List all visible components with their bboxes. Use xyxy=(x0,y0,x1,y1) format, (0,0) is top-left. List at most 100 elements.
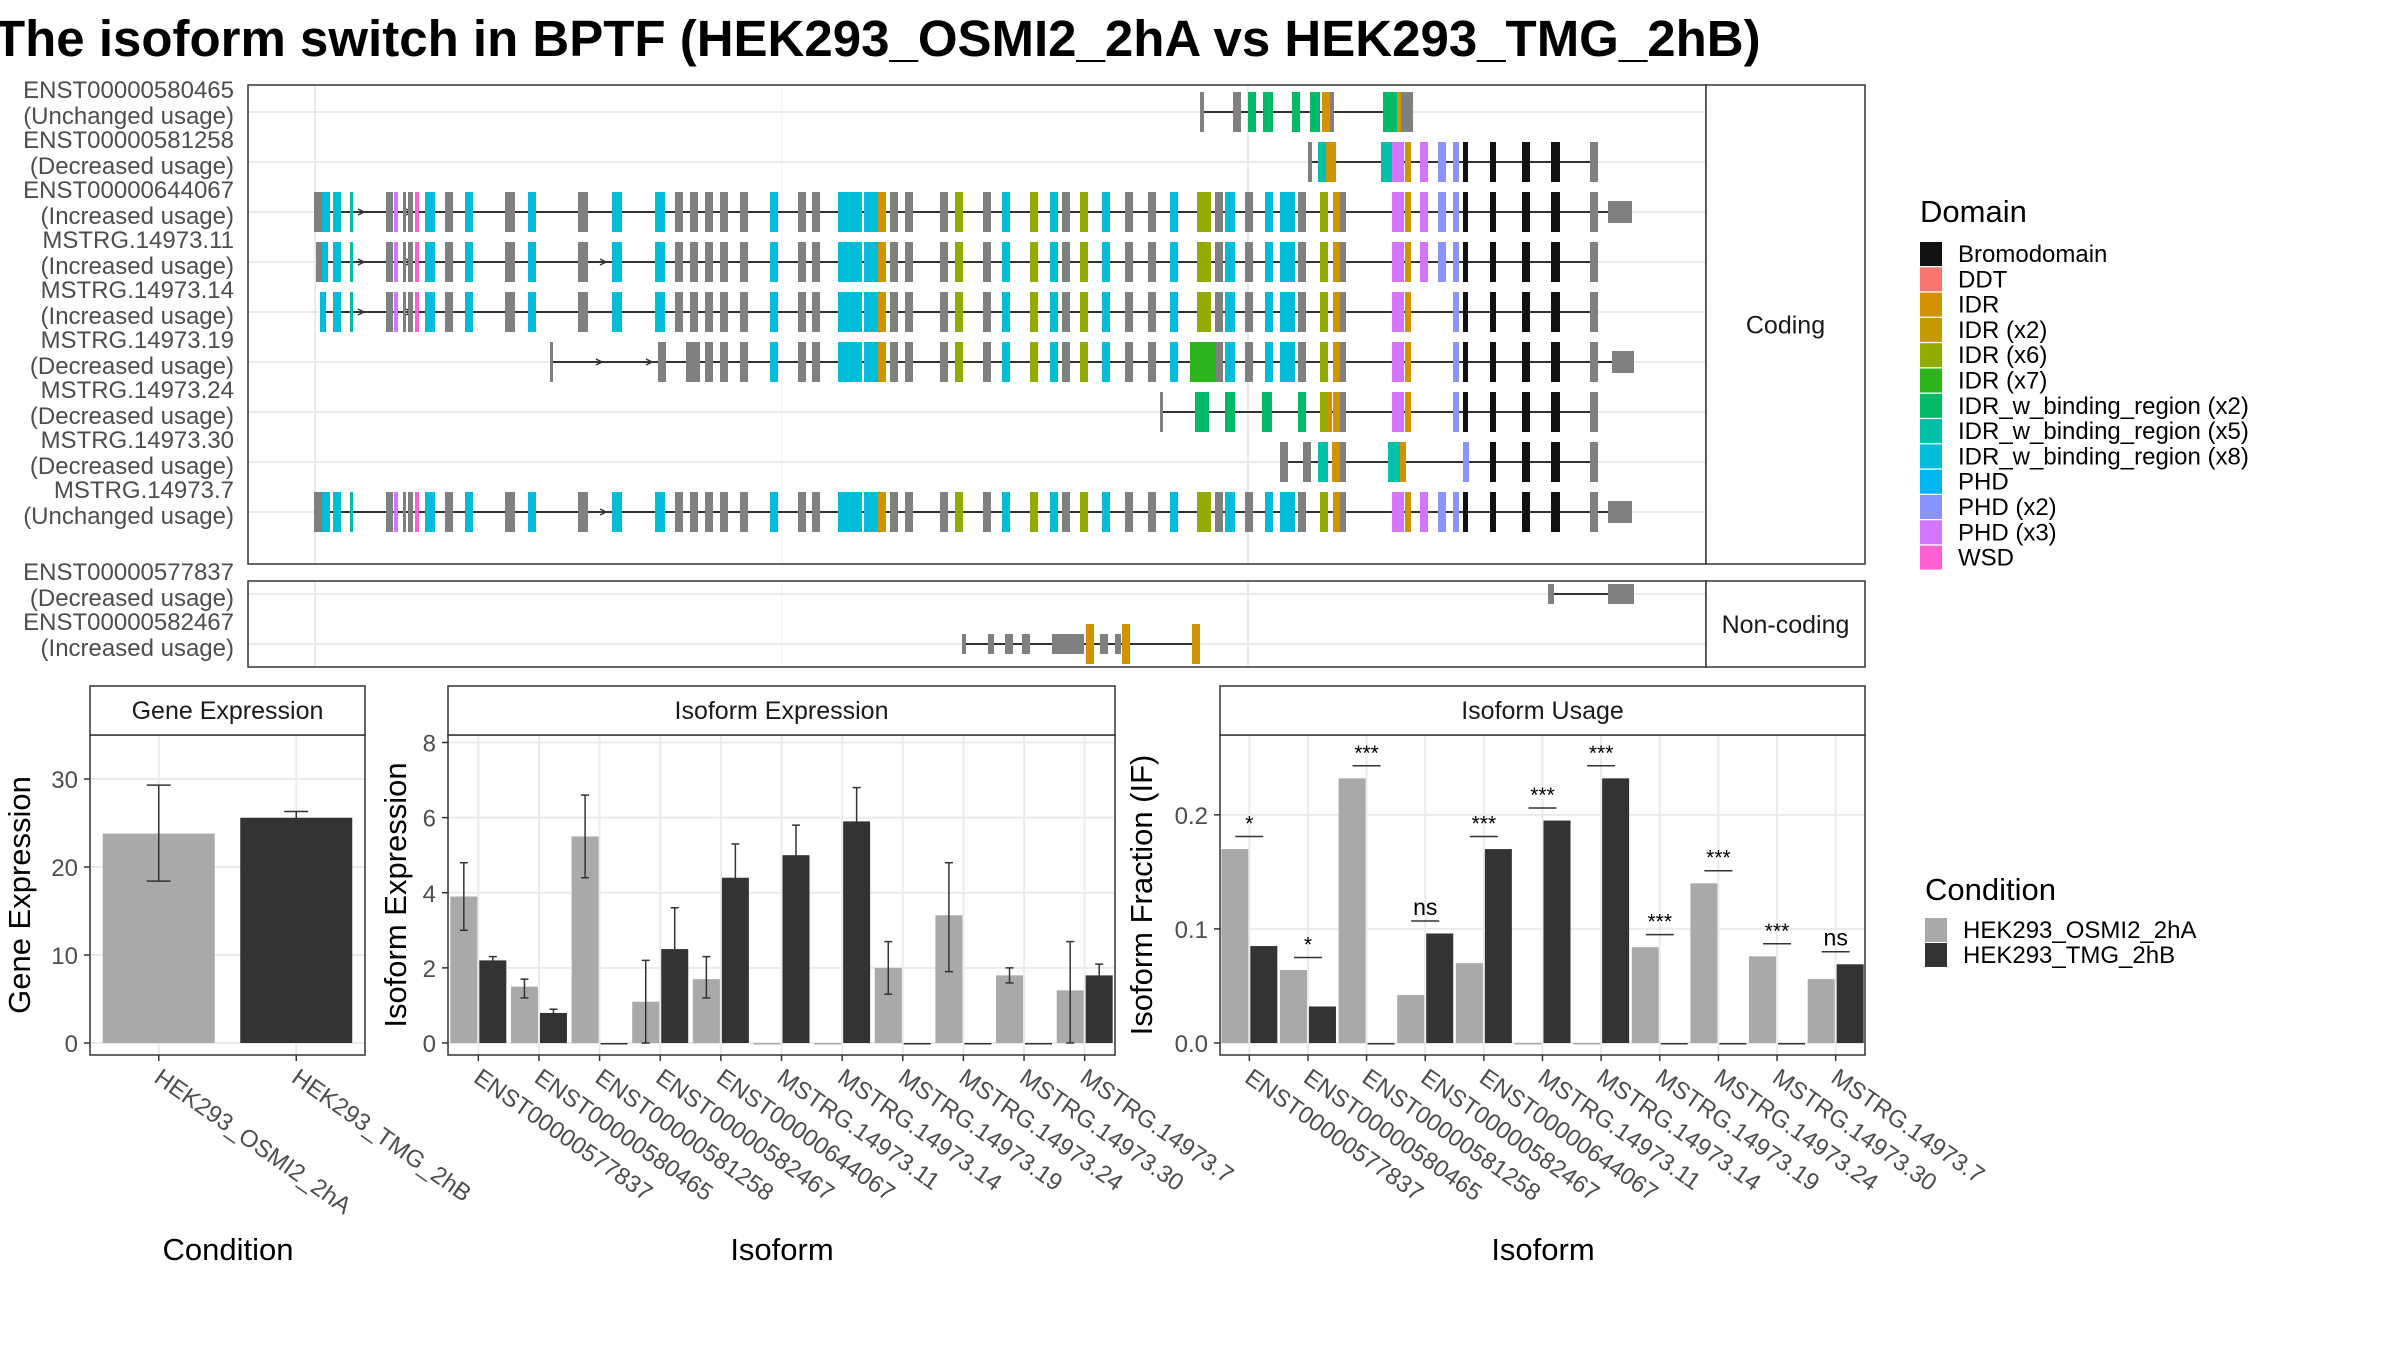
exon xyxy=(1490,192,1496,232)
exon xyxy=(1280,192,1295,232)
exon xyxy=(890,492,898,532)
exon xyxy=(852,242,862,282)
exon xyxy=(1551,492,1560,532)
exon xyxy=(1280,342,1295,382)
exon xyxy=(350,292,353,332)
chart-title: The isoform switch in BPTF (HEK293_OSMI2… xyxy=(0,10,1761,67)
exon xyxy=(1215,192,1223,232)
exon xyxy=(1392,142,1404,182)
significance-label: *** xyxy=(1530,784,1555,807)
exon xyxy=(1612,351,1634,373)
exon xyxy=(505,192,515,232)
bar xyxy=(1778,1043,1806,1045)
facet-strip xyxy=(1705,580,1866,668)
bar xyxy=(1660,1043,1688,1045)
exon xyxy=(1318,442,1328,482)
transcript-enst00000644067: ENST00000644067(Increased usage) xyxy=(23,177,1632,232)
transcript-id-label: ENST00000577837 xyxy=(23,559,234,586)
x-axis-title: Isoform xyxy=(1491,1232,1594,1267)
bar xyxy=(843,821,871,1043)
exon xyxy=(1062,292,1070,332)
exon xyxy=(578,242,588,282)
bar xyxy=(1690,883,1718,1043)
exon xyxy=(578,492,588,532)
y-tick-label: 8 xyxy=(423,731,436,758)
exon xyxy=(878,192,886,232)
y-axis-title: Isoform Expression xyxy=(378,762,413,1027)
transcript-usage-label: (Decreased usage) xyxy=(30,153,234,180)
exon xyxy=(1225,392,1235,432)
exon xyxy=(1320,342,1328,382)
exon xyxy=(1318,142,1326,182)
bar xyxy=(1749,956,1777,1043)
exon xyxy=(686,342,691,382)
exon xyxy=(1050,292,1058,332)
transcript-id-label: MSTRG.14973.7 xyxy=(54,477,234,504)
exon xyxy=(740,492,748,532)
exon xyxy=(720,292,728,332)
exon xyxy=(1453,492,1459,532)
exon xyxy=(1388,442,1400,482)
legend-label: PHD xyxy=(1958,469,2009,496)
exon xyxy=(955,192,963,232)
y-tick-label: 0 xyxy=(423,1031,436,1058)
exon xyxy=(1522,242,1530,282)
exon xyxy=(1590,342,1598,382)
exon xyxy=(1170,342,1178,382)
exon xyxy=(425,292,435,332)
exon xyxy=(394,292,398,332)
exon xyxy=(1608,584,1634,604)
exon xyxy=(1551,342,1560,382)
transcript-mstrg-14973-19: MSTRG.14973.19(Decreased usage) xyxy=(30,327,1634,382)
exon xyxy=(1453,242,1459,282)
exon xyxy=(1340,442,1346,482)
exon xyxy=(1215,492,1223,532)
exon xyxy=(864,492,878,532)
legend-swatch xyxy=(1920,520,1942,545)
exon xyxy=(852,342,862,382)
exon xyxy=(1463,292,1468,332)
transcript-usage-label: (Unchanged usage) xyxy=(23,103,234,130)
exon xyxy=(812,242,820,282)
exon xyxy=(1392,492,1404,532)
exon xyxy=(612,242,622,282)
exon xyxy=(1608,201,1632,223)
exon xyxy=(675,292,683,332)
facet-strip xyxy=(1705,84,1866,565)
bar xyxy=(479,960,507,1043)
legend-label: HEK293_OSMI2_2hA xyxy=(1963,917,2196,944)
legend-title: Domain xyxy=(1920,194,2027,229)
exon xyxy=(905,492,913,532)
transcript-id-label: ENST00000582467 xyxy=(23,609,234,636)
exon xyxy=(890,342,898,382)
exon xyxy=(955,292,963,332)
transcript-mstrg-14973-24: MSTRG.14973.24(Decreased usage) xyxy=(30,377,1598,432)
exon xyxy=(675,192,683,232)
exon xyxy=(1453,392,1459,432)
exon xyxy=(1340,392,1346,432)
exon xyxy=(1102,492,1110,532)
bar xyxy=(1279,969,1307,1043)
legend-swatch xyxy=(1920,317,1942,342)
exon xyxy=(658,342,666,382)
exon xyxy=(705,342,713,382)
exon xyxy=(612,292,622,332)
exon xyxy=(550,342,553,382)
bar xyxy=(1455,963,1483,1043)
exon xyxy=(1522,342,1530,382)
exon xyxy=(1522,292,1530,332)
exon xyxy=(1170,242,1178,282)
transcript-id-label: MSTRG.14973.19 xyxy=(41,327,234,354)
significance-label: *** xyxy=(1472,813,1497,836)
exon xyxy=(1050,342,1058,382)
exon xyxy=(1102,342,1110,382)
bar xyxy=(1426,933,1454,1043)
exon xyxy=(1463,192,1468,232)
exon xyxy=(1333,292,1341,332)
exon xyxy=(1548,584,1554,604)
exon xyxy=(852,492,862,532)
exon xyxy=(1463,242,1468,282)
exon xyxy=(690,242,698,282)
exon xyxy=(1148,492,1156,532)
strand-arrow xyxy=(357,258,366,266)
